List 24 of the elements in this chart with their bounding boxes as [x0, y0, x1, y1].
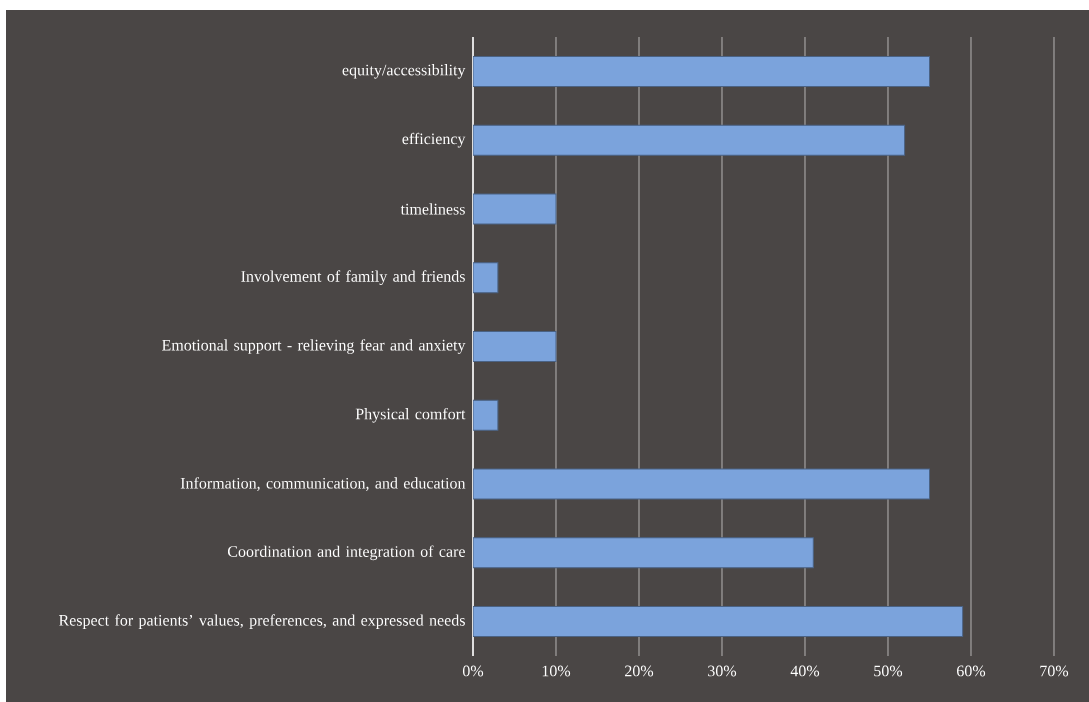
x-tick-label: 30%	[708, 665, 737, 677]
y-tick-label: Information, communication, and education	[180, 477, 466, 491]
bar	[473, 468, 930, 500]
y-tick-label: timeliness	[400, 203, 465, 215]
y-tick-label: equity/accessibility	[342, 64, 466, 79]
bar	[473, 55, 930, 87]
y-tick-label: Coordination and integration of care	[227, 545, 465, 561]
x-tick-label: 0%	[462, 665, 484, 677]
y-tick-label: Respect for patients’ values, preferences, and expressed needs	[58, 614, 465, 629]
y-tick-label: Emotional support - relieving fear and anxiety	[162, 339, 466, 354]
bar	[473, 331, 557, 363]
bar	[473, 193, 557, 225]
y-tick-label: efficiency	[402, 132, 466, 148]
bar	[473, 537, 814, 569]
x-tick-label: 50%	[874, 665, 903, 677]
x-tick-label: 60%	[957, 665, 986, 677]
y-tick-label: Physical comfort	[355, 407, 466, 423]
x-tick-label: 40%	[790, 665, 820, 677]
x-tick-label: 10%	[542, 665, 571, 677]
y-tick-label: Involvement of family and friends	[241, 270, 465, 286]
x-tick-label: 20%	[625, 665, 654, 677]
x-tick-label: 70%	[1040, 665, 1069, 677]
bar	[473, 124, 906, 156]
bar	[473, 606, 964, 638]
